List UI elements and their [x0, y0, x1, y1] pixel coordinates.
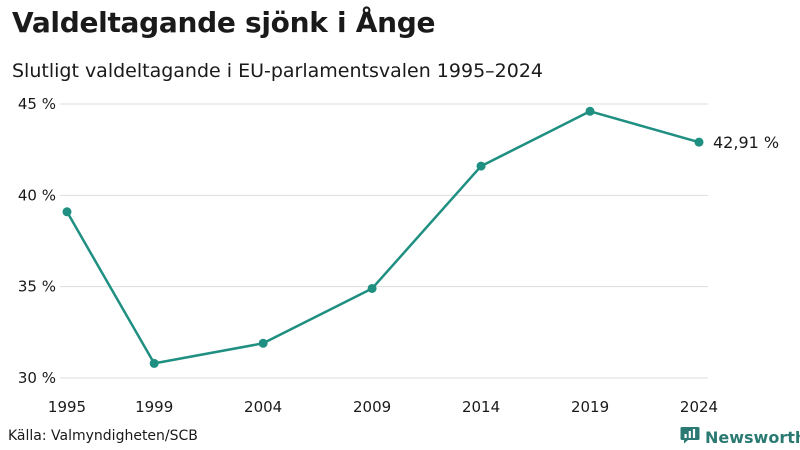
- x-tick-label: 1999: [135, 398, 173, 416]
- x-tick-label: 2009: [353, 398, 391, 416]
- brand-name: Newsworthy: [705, 427, 800, 447]
- data-point-2024: [694, 137, 704, 147]
- x-tick-label: 2024: [680, 398, 718, 416]
- end-value-label: 42,91 %: [713, 133, 779, 152]
- data-point-2009: [367, 283, 377, 293]
- data-point-2014: [476, 161, 486, 171]
- x-axis-labels: 1995 1999 2004 2009 2014 2019 2024: [48, 398, 718, 416]
- data-point-1999: [149, 358, 159, 368]
- series-line: [65, 110, 701, 365]
- y-tick-label: 45 %: [18, 95, 56, 113]
- data-point-2019: [585, 106, 595, 116]
- newsworthy-logo-icon: [680, 426, 700, 448]
- chart-title: Valdeltagande sjönk i Ånge: [12, 6, 436, 39]
- y-tick-label: 30 %: [18, 369, 56, 387]
- brand-logo: Newsworthy: [680, 426, 800, 448]
- source-note: Källa: Valmyndigheten/SCB: [8, 428, 198, 444]
- data-point-1995: [62, 207, 72, 217]
- data-label-layer: 42,91 %: [713, 133, 779, 152]
- y-tick-label: 35 %: [18, 278, 56, 296]
- data-point-2004: [258, 338, 268, 348]
- y-axis-labels: 30 % 35 % 40 % 45 %: [18, 95, 56, 387]
- y-tick-label: 40 %: [18, 186, 56, 204]
- grid-layer: [60, 103, 708, 379]
- series-layer: [62, 106, 704, 368]
- chart-subtitle: Slutligt valdeltagande i EU-parlamentsva…: [12, 60, 544, 82]
- x-tick-label: 2004: [244, 398, 282, 416]
- x-tick-label: 2019: [571, 398, 609, 416]
- x-tick-label: 2014: [462, 398, 500, 416]
- x-tick-label: 1995: [48, 398, 86, 416]
